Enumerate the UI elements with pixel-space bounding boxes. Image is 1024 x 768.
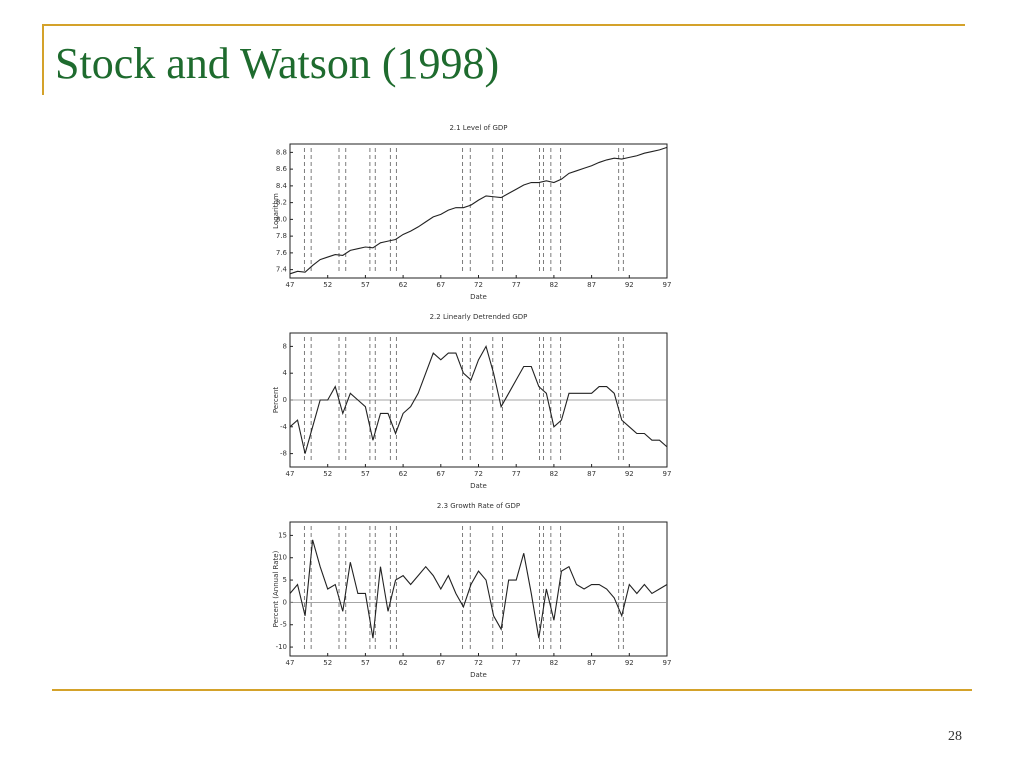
x-tick-label: 62	[399, 470, 408, 478]
y-tick-label: 5	[283, 576, 287, 584]
x-axis-label: Date	[470, 482, 487, 490]
x-tick-label: 67	[436, 659, 445, 667]
y-axis-label: Percent (Annual Rate)	[272, 550, 280, 627]
page-number: 28	[948, 729, 962, 744]
x-tick-label: 87	[587, 470, 596, 478]
x-tick-label: 77	[512, 470, 521, 478]
y-tick-label: 8	[283, 342, 287, 350]
x-tick-label: 62	[399, 659, 408, 667]
x-axis-label: Date	[470, 293, 487, 301]
y-tick-label: 7.6	[276, 249, 288, 257]
x-tick-label: 82	[549, 281, 558, 289]
y-axis-label: Logarithm	[272, 193, 280, 229]
y-tick-label: 4	[283, 369, 288, 377]
y-tick-label: 10	[278, 554, 287, 562]
x-tick-label: 67	[436, 470, 445, 478]
x-tick-label: 92	[625, 281, 634, 289]
x-tick-label: 72	[474, 281, 483, 289]
y-tick-label: 7.4	[276, 266, 288, 274]
y-tick-label: 7.8	[276, 232, 287, 240]
x-tick-label: 57	[361, 659, 370, 667]
x-tick-label: 92	[625, 659, 634, 667]
y-axis-label: Percent	[272, 387, 280, 414]
x-tick-label: 47	[286, 470, 295, 478]
x-tick-label: 92	[625, 470, 634, 478]
y-tick-label: 8.4	[276, 182, 288, 190]
x-tick-label: 52	[323, 659, 332, 667]
x-tick-label: 87	[587, 659, 596, 667]
data-line	[289, 146, 668, 275]
y-tick-label: -5	[280, 621, 287, 629]
x-tick-label: 72	[474, 470, 483, 478]
data-line	[289, 344, 668, 454]
y-tick-label: 8.8	[276, 148, 287, 156]
x-tick-label: 87	[587, 281, 596, 289]
y-tick-label: 15	[278, 531, 287, 539]
x-tick-label: 47	[286, 281, 295, 289]
x-tick-label: 57	[361, 470, 370, 478]
x-tick-label: 67	[436, 281, 445, 289]
x-tick-label: 52	[323, 281, 332, 289]
x-tick-label: 77	[512, 281, 521, 289]
x-tick-label: 82	[549, 659, 558, 667]
y-tick-label: 8.6	[276, 165, 288, 173]
x-tick-label: 97	[663, 659, 672, 667]
y-tick-label: -4	[280, 423, 288, 431]
x-tick-label: 97	[663, 470, 672, 478]
y-tick-label: 0	[283, 396, 287, 404]
y-tick-label: 8.0	[276, 215, 287, 223]
x-tick-label: 47	[286, 659, 295, 667]
slide-title: Stock and Watson (1998)	[55, 39, 499, 88]
y-tick-label: 0	[283, 598, 287, 606]
y-tick-label: -8	[280, 450, 287, 458]
chart-title: 2.1 Level of GDP	[449, 124, 507, 132]
x-tick-label: 97	[663, 281, 672, 289]
x-tick-label: 77	[512, 659, 521, 667]
data-line	[289, 539, 668, 639]
plot-frame	[289, 143, 668, 279]
x-tick-label: 82	[549, 470, 558, 478]
x-axis-label: Date	[470, 671, 487, 679]
chart-title: 2.3 Growth Rate of GDP	[437, 502, 520, 510]
y-tick-label: -10	[276, 643, 287, 651]
chart-title: 2.2 Linearly Detrended GDP	[430, 313, 528, 321]
x-tick-label: 62	[399, 281, 408, 289]
y-tick-label: 8.2	[276, 199, 287, 207]
x-tick-label: 52	[323, 470, 332, 478]
x-tick-label: 57	[361, 281, 370, 289]
x-tick-label: 72	[474, 659, 483, 667]
